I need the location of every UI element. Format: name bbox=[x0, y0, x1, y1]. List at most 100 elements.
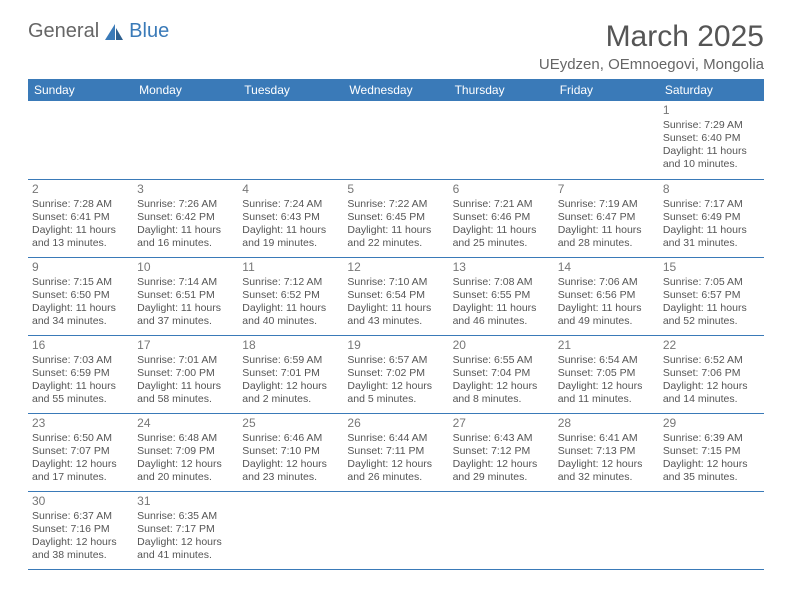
calendar-day-cell: 26Sunrise: 6:44 AMSunset: 7:11 PMDayligh… bbox=[343, 413, 448, 491]
daylight-line: Daylight: 12 hours and 2 minutes. bbox=[242, 380, 339, 406]
sunset-line: Sunset: 6:56 PM bbox=[558, 289, 655, 302]
sunset-line: Sunset: 6:49 PM bbox=[663, 211, 760, 224]
day-number: 6 bbox=[453, 182, 550, 197]
calendar-empty-cell bbox=[659, 491, 764, 569]
sunset-line: Sunset: 6:57 PM bbox=[663, 289, 760, 302]
daylight-line: Daylight: 12 hours and 23 minutes. bbox=[242, 458, 339, 484]
calendar-week-row: 1Sunrise: 7:29 AMSunset: 6:40 PMDaylight… bbox=[28, 101, 764, 179]
sunrise-line: Sunrise: 7:01 AM bbox=[137, 354, 234, 367]
daylight-line: Daylight: 11 hours and 19 minutes. bbox=[242, 224, 339, 250]
calendar-day-cell: 2Sunrise: 7:28 AMSunset: 6:41 PMDaylight… bbox=[28, 179, 133, 257]
day-number: 18 bbox=[242, 338, 339, 353]
sunrise-line: Sunrise: 6:48 AM bbox=[137, 432, 234, 445]
day-number: 28 bbox=[558, 416, 655, 431]
weekday-header: Saturday bbox=[659, 79, 764, 101]
calendar-week-row: 23Sunrise: 6:50 AMSunset: 7:07 PMDayligh… bbox=[28, 413, 764, 491]
calendar-empty-cell bbox=[554, 491, 659, 569]
calendar-empty-cell bbox=[28, 101, 133, 179]
day-number: 12 bbox=[347, 260, 444, 275]
daylight-line: Daylight: 11 hours and 31 minutes. bbox=[663, 224, 760, 250]
sunrise-line: Sunrise: 7:03 AM bbox=[32, 354, 129, 367]
sunset-line: Sunset: 6:45 PM bbox=[347, 211, 444, 224]
logo: General Blue bbox=[28, 20, 169, 43]
calendar-day-cell: 25Sunrise: 6:46 AMSunset: 7:10 PMDayligh… bbox=[238, 413, 343, 491]
calendar-day-cell: 12Sunrise: 7:10 AMSunset: 6:54 PMDayligh… bbox=[343, 257, 448, 335]
calendar-empty-cell bbox=[238, 491, 343, 569]
calendar-day-cell: 24Sunrise: 6:48 AMSunset: 7:09 PMDayligh… bbox=[133, 413, 238, 491]
daylight-line: Daylight: 12 hours and 35 minutes. bbox=[663, 458, 760, 484]
day-number: 11 bbox=[242, 260, 339, 275]
calendar-day-cell: 8Sunrise: 7:17 AMSunset: 6:49 PMDaylight… bbox=[659, 179, 764, 257]
month-title: March 2025 bbox=[539, 20, 764, 54]
calendar-day-cell: 13Sunrise: 7:08 AMSunset: 6:55 PMDayligh… bbox=[449, 257, 554, 335]
calendar-day-cell: 9Sunrise: 7:15 AMSunset: 6:50 PMDaylight… bbox=[28, 257, 133, 335]
sunset-line: Sunset: 6:51 PM bbox=[137, 289, 234, 302]
sunrise-line: Sunrise: 6:46 AM bbox=[242, 432, 339, 445]
calendar-day-cell: 15Sunrise: 7:05 AMSunset: 6:57 PMDayligh… bbox=[659, 257, 764, 335]
calendar-table: SundayMondayTuesdayWednesdayThursdayFrid… bbox=[28, 79, 764, 570]
day-number: 10 bbox=[137, 260, 234, 275]
day-number: 8 bbox=[663, 182, 760, 197]
daylight-line: Daylight: 11 hours and 25 minutes. bbox=[453, 224, 550, 250]
daylight-line: Daylight: 12 hours and 20 minutes. bbox=[137, 458, 234, 484]
title-block: March 2025 UEydzen, OEmnoegovi, Mongolia bbox=[539, 20, 764, 73]
sunset-line: Sunset: 6:46 PM bbox=[453, 211, 550, 224]
daylight-line: Daylight: 11 hours and 28 minutes. bbox=[558, 224, 655, 250]
calendar-day-cell: 17Sunrise: 7:01 AMSunset: 7:00 PMDayligh… bbox=[133, 335, 238, 413]
calendar-day-cell: 5Sunrise: 7:22 AMSunset: 6:45 PMDaylight… bbox=[343, 179, 448, 257]
sunset-line: Sunset: 7:07 PM bbox=[32, 445, 129, 458]
location: UEydzen, OEmnoegovi, Mongolia bbox=[539, 56, 764, 73]
calendar-day-cell: 14Sunrise: 7:06 AMSunset: 6:56 PMDayligh… bbox=[554, 257, 659, 335]
calendar-empty-cell bbox=[554, 101, 659, 179]
day-number: 14 bbox=[558, 260, 655, 275]
day-number: 25 bbox=[242, 416, 339, 431]
sunrise-line: Sunrise: 6:43 AM bbox=[453, 432, 550, 445]
daylight-line: Daylight: 11 hours and 37 minutes. bbox=[137, 302, 234, 328]
daylight-line: Daylight: 12 hours and 14 minutes. bbox=[663, 380, 760, 406]
calendar-week-row: 16Sunrise: 7:03 AMSunset: 6:59 PMDayligh… bbox=[28, 335, 764, 413]
sunrise-line: Sunrise: 7:29 AM bbox=[663, 119, 760, 132]
calendar-empty-cell bbox=[133, 101, 238, 179]
daylight-line: Daylight: 11 hours and 16 minutes. bbox=[137, 224, 234, 250]
sunrise-line: Sunrise: 6:39 AM bbox=[663, 432, 760, 445]
sunrise-line: Sunrise: 7:24 AM bbox=[242, 198, 339, 211]
calendar-day-cell: 27Sunrise: 6:43 AMSunset: 7:12 PMDayligh… bbox=[449, 413, 554, 491]
day-number: 20 bbox=[453, 338, 550, 353]
weekday-header: Thursday bbox=[449, 79, 554, 101]
sunrise-line: Sunrise: 7:17 AM bbox=[663, 198, 760, 211]
day-number: 26 bbox=[347, 416, 444, 431]
sail-icon bbox=[103, 22, 125, 42]
calendar-day-cell: 19Sunrise: 6:57 AMSunset: 7:02 PMDayligh… bbox=[343, 335, 448, 413]
weekday-header: Wednesday bbox=[343, 79, 448, 101]
sunset-line: Sunset: 7:17 PM bbox=[137, 523, 234, 536]
sunset-line: Sunset: 7:04 PM bbox=[453, 367, 550, 380]
daylight-line: Daylight: 11 hours and 58 minutes. bbox=[137, 380, 234, 406]
sunrise-line: Sunrise: 6:35 AM bbox=[137, 510, 234, 523]
sunrise-line: Sunrise: 6:41 AM bbox=[558, 432, 655, 445]
day-number: 9 bbox=[32, 260, 129, 275]
day-number: 21 bbox=[558, 338, 655, 353]
day-number: 22 bbox=[663, 338, 760, 353]
day-number: 30 bbox=[32, 494, 129, 509]
daylight-line: Daylight: 11 hours and 46 minutes. bbox=[453, 302, 550, 328]
daylight-line: Daylight: 11 hours and 55 minutes. bbox=[32, 380, 129, 406]
calendar-day-cell: 18Sunrise: 6:59 AMSunset: 7:01 PMDayligh… bbox=[238, 335, 343, 413]
calendar-day-cell: 10Sunrise: 7:14 AMSunset: 6:51 PMDayligh… bbox=[133, 257, 238, 335]
calendar-day-cell: 28Sunrise: 6:41 AMSunset: 7:13 PMDayligh… bbox=[554, 413, 659, 491]
day-number: 1 bbox=[663, 103, 760, 118]
weekday-header: Monday bbox=[133, 79, 238, 101]
sunrise-line: Sunrise: 7:08 AM bbox=[453, 276, 550, 289]
sunrise-line: Sunrise: 6:50 AM bbox=[32, 432, 129, 445]
daylight-line: Daylight: 12 hours and 32 minutes. bbox=[558, 458, 655, 484]
day-number: 7 bbox=[558, 182, 655, 197]
weekday-header: Friday bbox=[554, 79, 659, 101]
sunset-line: Sunset: 7:09 PM bbox=[137, 445, 234, 458]
day-number: 31 bbox=[137, 494, 234, 509]
daylight-line: Daylight: 12 hours and 17 minutes. bbox=[32, 458, 129, 484]
calendar-day-cell: 3Sunrise: 7:26 AMSunset: 6:42 PMDaylight… bbox=[133, 179, 238, 257]
calendar-week-row: 30Sunrise: 6:37 AMSunset: 7:16 PMDayligh… bbox=[28, 491, 764, 569]
calendar-day-cell: 6Sunrise: 7:21 AMSunset: 6:46 PMDaylight… bbox=[449, 179, 554, 257]
calendar-day-cell: 20Sunrise: 6:55 AMSunset: 7:04 PMDayligh… bbox=[449, 335, 554, 413]
calendar-day-cell: 1Sunrise: 7:29 AMSunset: 6:40 PMDaylight… bbox=[659, 101, 764, 179]
daylight-line: Daylight: 12 hours and 26 minutes. bbox=[347, 458, 444, 484]
